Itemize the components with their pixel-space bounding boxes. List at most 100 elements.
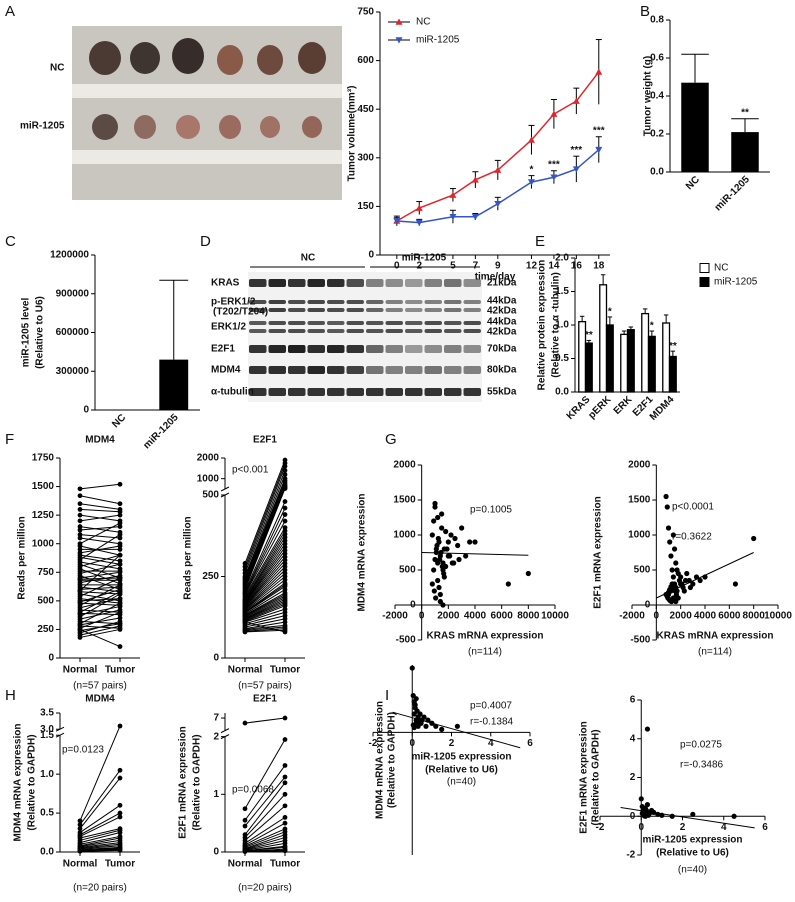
marker: [471, 213, 479, 221]
pair-line: [79, 725, 121, 822]
point: [117, 558, 123, 564]
point: [452, 535, 458, 542]
y-tick-label: 0.6: [650, 53, 664, 64]
x-tick-label: 10000: [541, 611, 569, 622]
blot-band: [463, 279, 481, 287]
tumor: [92, 114, 118, 140]
marker: [415, 204, 423, 211]
pair-line: [244, 514, 286, 594]
point: [282, 814, 288, 820]
y-axis-label: miR-1205 level: [21, 298, 32, 368]
point: [117, 552, 123, 558]
point: [117, 509, 123, 515]
pair-line: [244, 828, 286, 847]
bar: [159, 359, 189, 410]
blot-band: [405, 321, 423, 325]
statistic: p<0.001: [232, 465, 269, 476]
pair-line: [244, 592, 286, 616]
pair-line: [79, 495, 121, 505]
point: [682, 577, 689, 584]
pair-line: [244, 618, 286, 628]
point: [282, 803, 288, 809]
pair-line: [244, 546, 286, 603]
blot-band: [405, 366, 423, 374]
point: [670, 574, 676, 580]
point: [117, 619, 123, 624]
y-axis-label: (Relative to GAPDH): [192, 734, 203, 830]
blot-band: [249, 329, 267, 333]
blot-band: [327, 345, 345, 353]
pair-line: [79, 508, 121, 513]
significance: *: [650, 321, 654, 332]
y-tick-label: 0: [48, 653, 54, 664]
pair-line: [79, 586, 121, 590]
y-tick-label: 750: [37, 567, 54, 578]
point: [451, 560, 457, 566]
y-tick-label: 300: [357, 152, 374, 163]
statistic: p=0.1005: [470, 505, 512, 516]
point: [443, 563, 449, 570]
blot-band: [346, 300, 364, 304]
point: [435, 577, 441, 584]
y-axis-label: Tumor volume(mm³): [347, 86, 358, 182]
pair-line: [79, 842, 121, 848]
point: [242, 823, 248, 829]
pair-line: [244, 602, 286, 620]
blot-band: [366, 329, 384, 333]
pair-line: [244, 520, 286, 595]
point: [117, 600, 123, 606]
tumor-photo: [72, 26, 342, 200]
y-tick-label: 1000: [32, 538, 55, 549]
x-tick-label: 0: [394, 261, 400, 272]
pair-line: [79, 625, 121, 636]
y-tick-label: 600: [357, 55, 374, 66]
y-tick-label: 7: [213, 713, 219, 724]
point: [282, 780, 288, 786]
blot-band: [444, 300, 462, 304]
point: [117, 524, 123, 529]
significance: **: [669, 341, 677, 352]
bar: [620, 333, 629, 393]
point: [282, 512, 288, 517]
blot-band: [249, 366, 267, 374]
y-tick-label: -500: [396, 635, 416, 646]
point: [436, 584, 442, 591]
blot-band: [288, 329, 306, 333]
y-axis-label: (Relative to GAPDH): [387, 712, 398, 808]
blot-band: [366, 300, 384, 304]
point: [673, 560, 679, 566]
point: [77, 507, 83, 512]
x-tick-label: 2000: [437, 611, 460, 622]
x-tick-label: 8000: [743, 611, 766, 622]
pair-line: [244, 533, 286, 600]
bar: [641, 312, 650, 393]
point: [77, 532, 83, 537]
point: [77, 826, 83, 832]
bar: [662, 322, 671, 393]
pair-line: [244, 611, 286, 625]
sample-size: (n=20 pairs): [238, 883, 292, 894]
pair-line: [79, 577, 121, 580]
y-tick-label: 2: [630, 772, 636, 783]
point: [282, 848, 288, 854]
blot-band: [424, 329, 442, 333]
x-tick-label: 6000: [491, 611, 514, 622]
y-tick-label: 1.5: [555, 286, 569, 297]
bar: [668, 355, 677, 393]
point: [117, 767, 123, 773]
blot-size: 21kDa: [487, 278, 517, 289]
point: [423, 723, 429, 729]
pair-line: [79, 829, 121, 841]
x-tick-label: 12: [526, 261, 538, 272]
point: [439, 525, 445, 531]
y-tick-label: 2.0: [555, 253, 569, 264]
marker: [393, 218, 401, 225]
point: [282, 737, 288, 742]
y-axis-label: E2F1 mRNA expression: [178, 726, 189, 838]
point: [429, 532, 435, 538]
point: [663, 493, 669, 500]
pair-line: [79, 561, 121, 570]
point: [664, 504, 670, 510]
y-tick-label: 500: [37, 595, 54, 606]
sample-size: (n=40): [678, 865, 707, 876]
